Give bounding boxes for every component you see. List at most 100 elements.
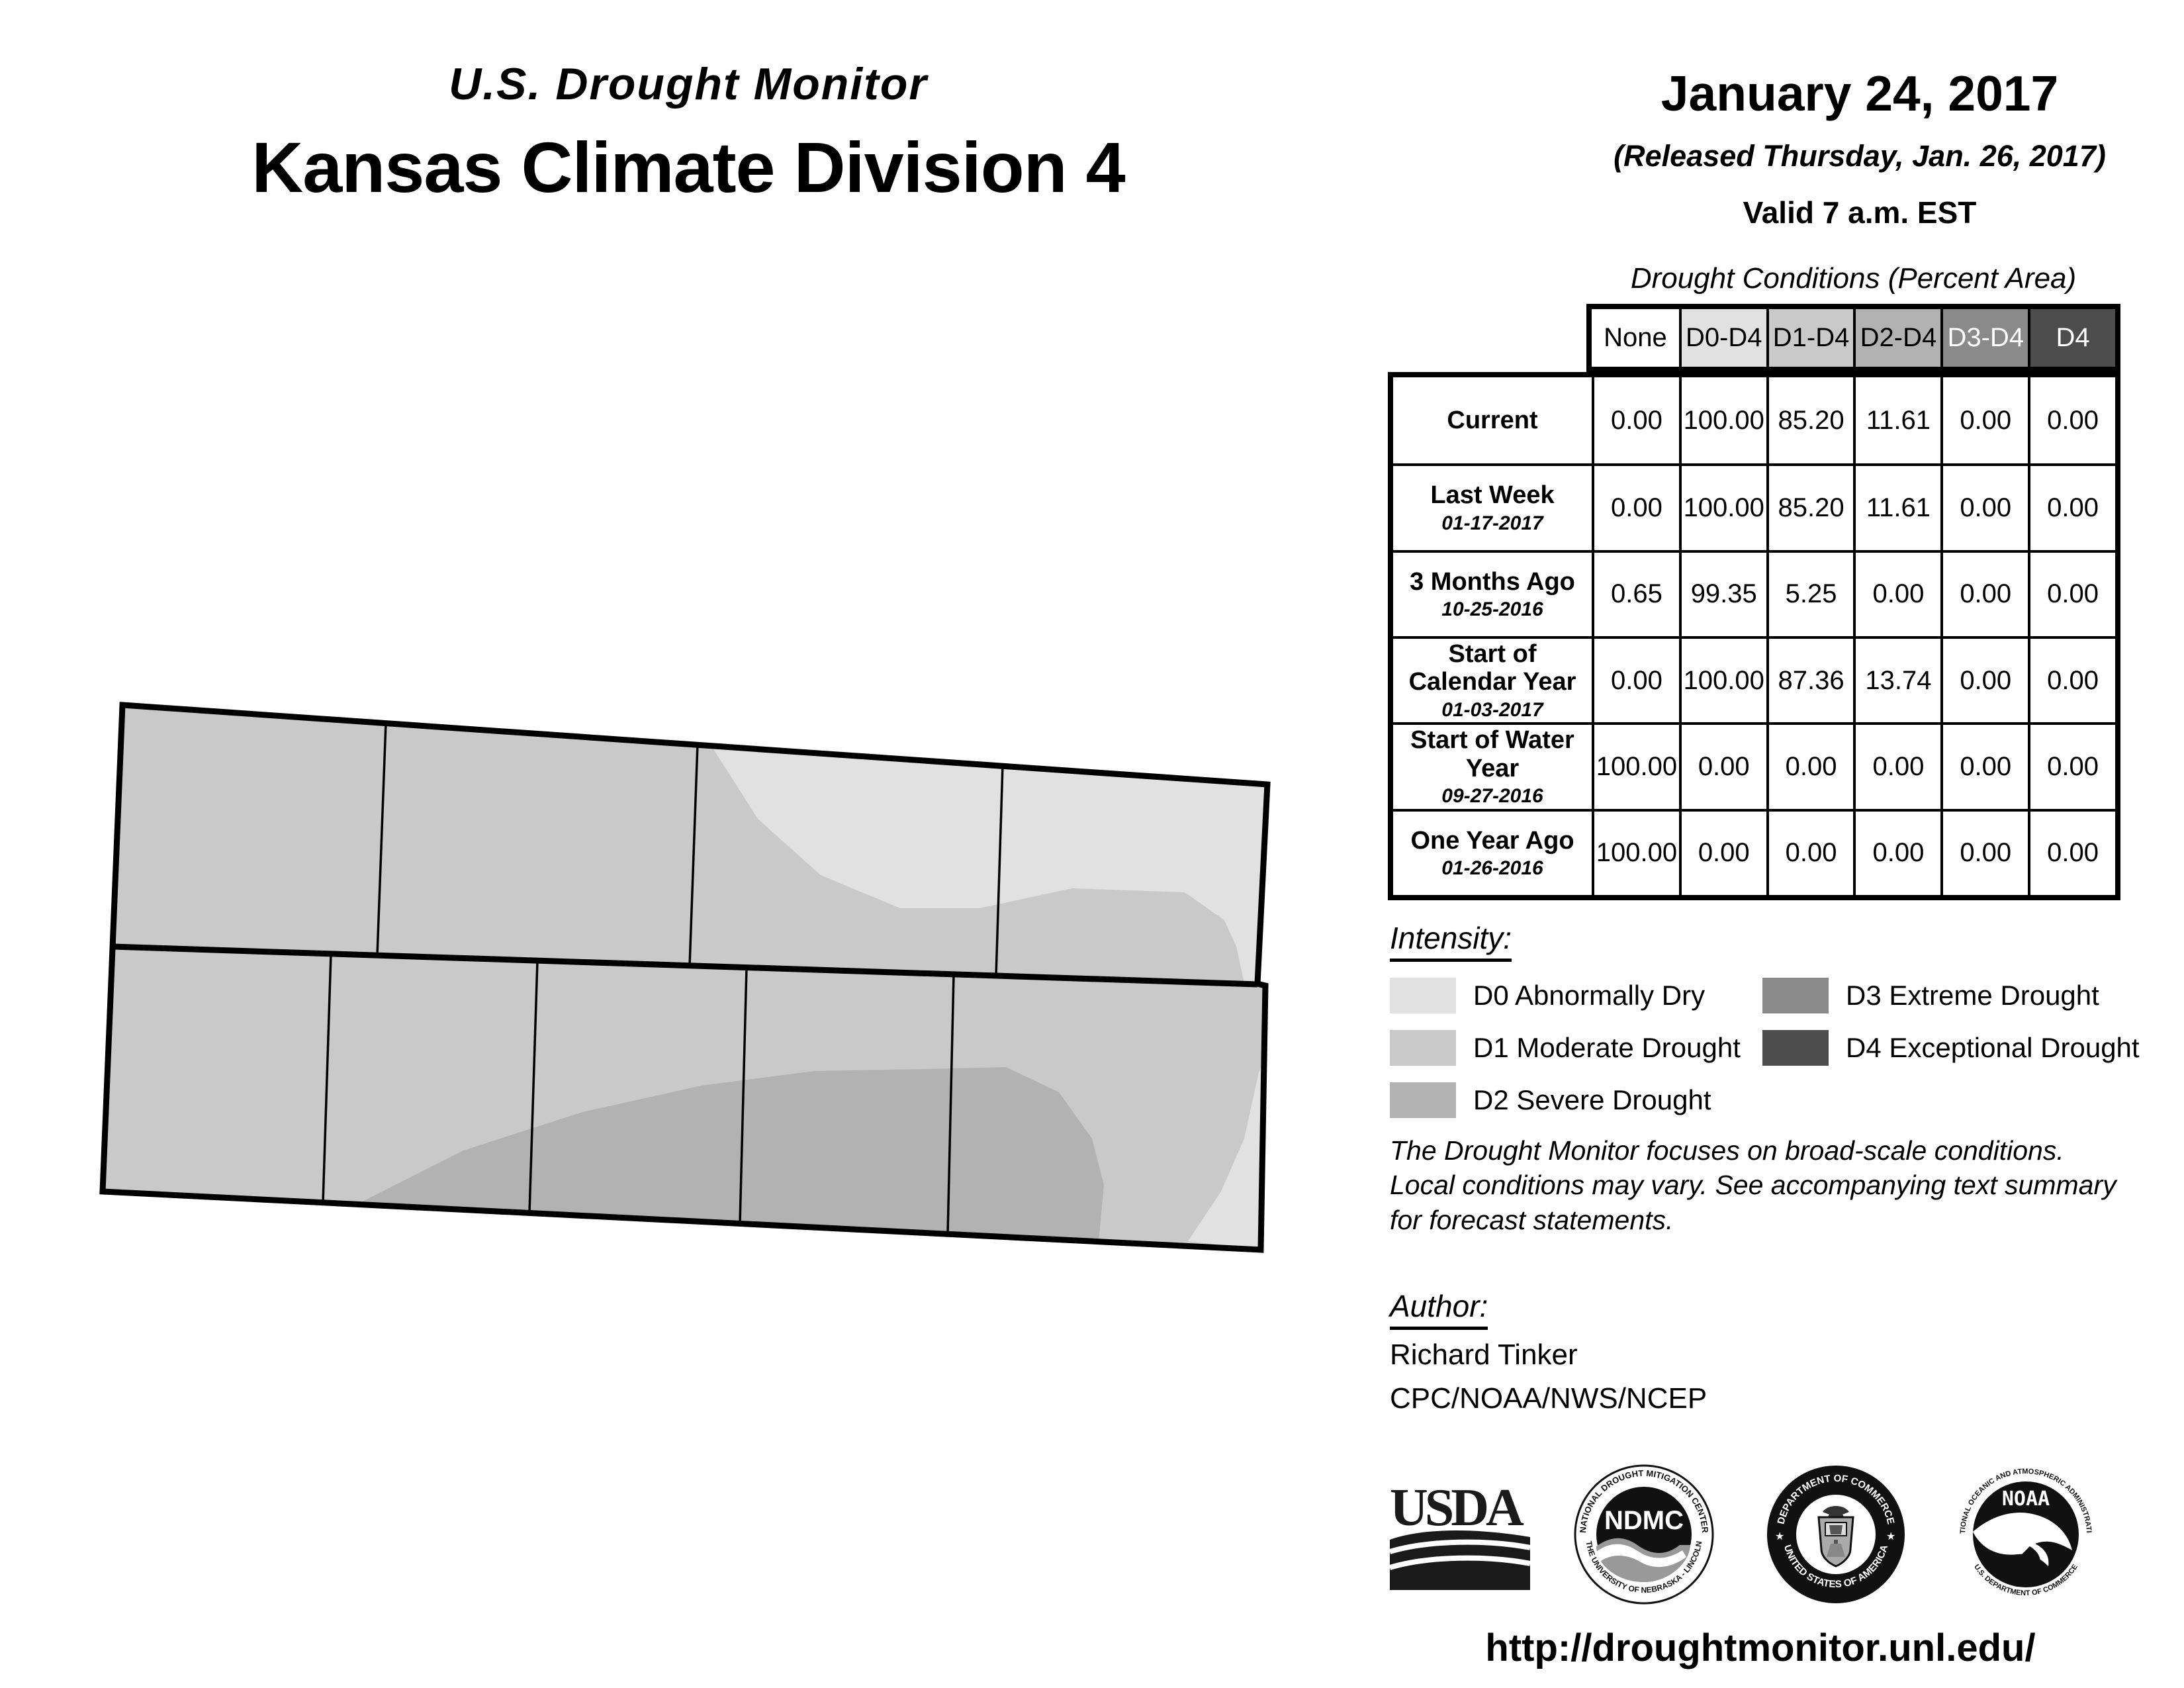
legend-item-d1: D1 Moderate Drought [1390, 1030, 1741, 1066]
legend-label: D0 Abnormally Dry [1473, 980, 1706, 1011]
table-cell: 0.00 [1592, 463, 1679, 550]
table-cell: 99.35 [1678, 549, 1766, 636]
table-cell: 0.00 [1853, 808, 1941, 895]
table-cell: 100.00 [1592, 722, 1679, 809]
legend-item-d4: D4 Exceptional Drought [1762, 1030, 2140, 1066]
map-region-d2-south [357, 1067, 1104, 1242]
county-boundaries [322, 722, 1004, 1235]
noaa-logo-text: NOAA [2002, 1487, 2050, 1511]
table-cell: 87.36 [1766, 635, 1854, 723]
usda-logo-text: USDA [1390, 1483, 1524, 1537]
author-section-title: Author: [1390, 1288, 1488, 1330]
table-cell: 0.00 [1940, 463, 2028, 550]
row-label-text: One Year Ago [1410, 826, 1574, 855]
d4-color-swatch [1762, 1030, 1829, 1066]
legend-item-d0: D0 Abnormally Dry [1390, 978, 1705, 1013]
ndmc-logo: NATIONAL DROUGHT MITIGATION CENTER THE U… [1574, 1464, 1714, 1605]
row-label-text: Start of Calendar Year [1408, 639, 1576, 696]
doc-eagle-emblem [1817, 1506, 1854, 1568]
table-cell: 0.00 [1940, 722, 2028, 809]
row-date: 10-25-2016 [1441, 598, 1543, 621]
map-date: January 24, 2017 [1661, 66, 2059, 121]
row-date: 01-03-2017 [1441, 698, 1543, 721]
table-cell: 5.25 [1766, 549, 1854, 636]
row-label-3-months-ago: 3 Months Ago 10-25-2016 [1393, 549, 1592, 636]
row-label-text: Current [1447, 406, 1538, 434]
table-cell: 0.00 [1766, 808, 1854, 895]
column-header-d0-d4: D0-D4 [1678, 309, 1766, 367]
table-cell: 0.00 [2028, 635, 2115, 723]
table-cell: 11.61 [1853, 377, 1940, 464]
usda-logo: USDA [1390, 1483, 1530, 1590]
row-label-one-year-ago: One Year Ago 01-26-2016 [1393, 808, 1592, 895]
row-label-start-of-water-year: Start of Water Year 09-27-2016 [1393, 722, 1592, 808]
column-header-none: None [1592, 309, 1679, 367]
table-cell: 0.00 [1766, 722, 1854, 809]
table-title: Drought Conditions (Percent Area) [1630, 262, 2077, 295]
drought-map [99, 702, 1271, 1253]
page-title: Kansas Climate Division 4 [251, 127, 1126, 207]
table-cell: 11.61 [1853, 463, 1941, 550]
table-cell: 0.00 [1940, 377, 2028, 464]
table-cell: 0.65 [1592, 549, 1679, 636]
disclaimer-line: The Drought Monitor focuses on broad-sca… [1390, 1135, 2064, 1166]
row-date: 01-26-2016 [1441, 857, 1543, 880]
table-cell: 0.00 [1940, 635, 2028, 723]
drought-monitor-url: http://droughtmonitor.unl.edu/ [1485, 1626, 2036, 1669]
row-label-text: Last Week [1430, 481, 1555, 510]
legend-item-d2: D2 Severe Drought [1390, 1082, 1711, 1118]
intensity-legend-title: Intensity: [1390, 920, 1512, 962]
doc-star-left: ★ [1775, 1531, 1784, 1542]
legend-label: D3 Extreme Drought [1846, 980, 2099, 1011]
column-header-d4: D4 [2028, 309, 2115, 367]
table-cell: 0.00 [1592, 635, 1679, 723]
table-cell: 0.00 [1678, 722, 1766, 809]
d0-color-swatch [1390, 978, 1456, 1013]
table-cell: 0.00 [2028, 722, 2115, 809]
disclaimer-line: Local conditions may vary. See accompany… [1390, 1170, 2116, 1201]
valid-time: Valid 7 a.m. EST [1743, 195, 1977, 230]
map-region-d0-southeast-sliver [1188, 1059, 1264, 1250]
doc-star-right: ★ [1886, 1531, 1895, 1542]
table-cell: 13.74 [1853, 635, 1941, 723]
program-title: U.S. Drought Monitor [449, 59, 928, 109]
table-cell: 100.00 [1678, 463, 1766, 550]
legend-label: D2 Severe Drought [1473, 1084, 1711, 1115]
drought-conditions-table: Current 0.00 100.00 85.20 11.61 0.00 0.0… [1388, 372, 2120, 900]
d1-color-swatch [1390, 1030, 1456, 1066]
row-label-current: Current [1393, 377, 1592, 463]
ndmc-logo-text: NDMC [1604, 1506, 1684, 1535]
table-cell: 85.20 [1766, 377, 1854, 464]
table-cell: 0.00 [1853, 722, 1941, 809]
legend-item-d3: D3 Extreme Drought [1762, 978, 2099, 1013]
column-header-d3-d4: D3-D4 [1940, 309, 2028, 367]
division-border [99, 702, 1271, 1253]
legend-label: D4 Exceptional Drought [1846, 1032, 2140, 1063]
table-cell: 0.00 [1940, 549, 2028, 636]
d3-color-swatch [1762, 978, 1829, 1013]
table-cell: 0.00 [1853, 549, 1941, 636]
table-cell: 0.00 [2028, 463, 2115, 550]
table-cell: 0.00 [2028, 549, 2115, 636]
noaa-bird-shape [1973, 1513, 2072, 1566]
author-name: Richard Tinker [1390, 1338, 1578, 1371]
noaa-logo: NATIONAL OCEANIC AND ATMOSPHERIC ADMINIS… [1959, 1468, 2093, 1597]
disclaimer-line: for forecast statements. [1390, 1204, 1674, 1235]
legend-label: D1 Moderate Drought [1473, 1032, 1741, 1063]
row-label-start-of-calendar-year: Start of Calendar Year 01-03-2017 [1393, 635, 1592, 722]
release-date: (Released Thursday, Jan. 26, 2017) [1614, 139, 2106, 173]
row-label-last-week: Last Week 01-17-2017 [1393, 463, 1592, 549]
table-cell: 0.00 [2028, 377, 2115, 464]
disclaimer-text: The Drought Monitor focuses on broad-sca… [1390, 1133, 2177, 1237]
row-date: 01-17-2017 [1441, 512, 1543, 534]
map-region-d0-northeast [711, 746, 1267, 984]
table-cell: 100.00 [1678, 635, 1766, 723]
d2-color-swatch [1390, 1082, 1456, 1118]
table-cell: 0.00 [1940, 808, 2028, 895]
table-cell: 0.00 [1592, 377, 1679, 464]
doc-seal-logo: DEPARTMENT OF COMMERCE UNITED STATES OF … [1767, 1466, 1905, 1603]
row-label-text: Start of Water Year [1410, 726, 1574, 782]
column-header-d1-d4: D1-D4 [1766, 309, 1854, 367]
row-label-text: 3 Months Ago [1410, 567, 1575, 596]
